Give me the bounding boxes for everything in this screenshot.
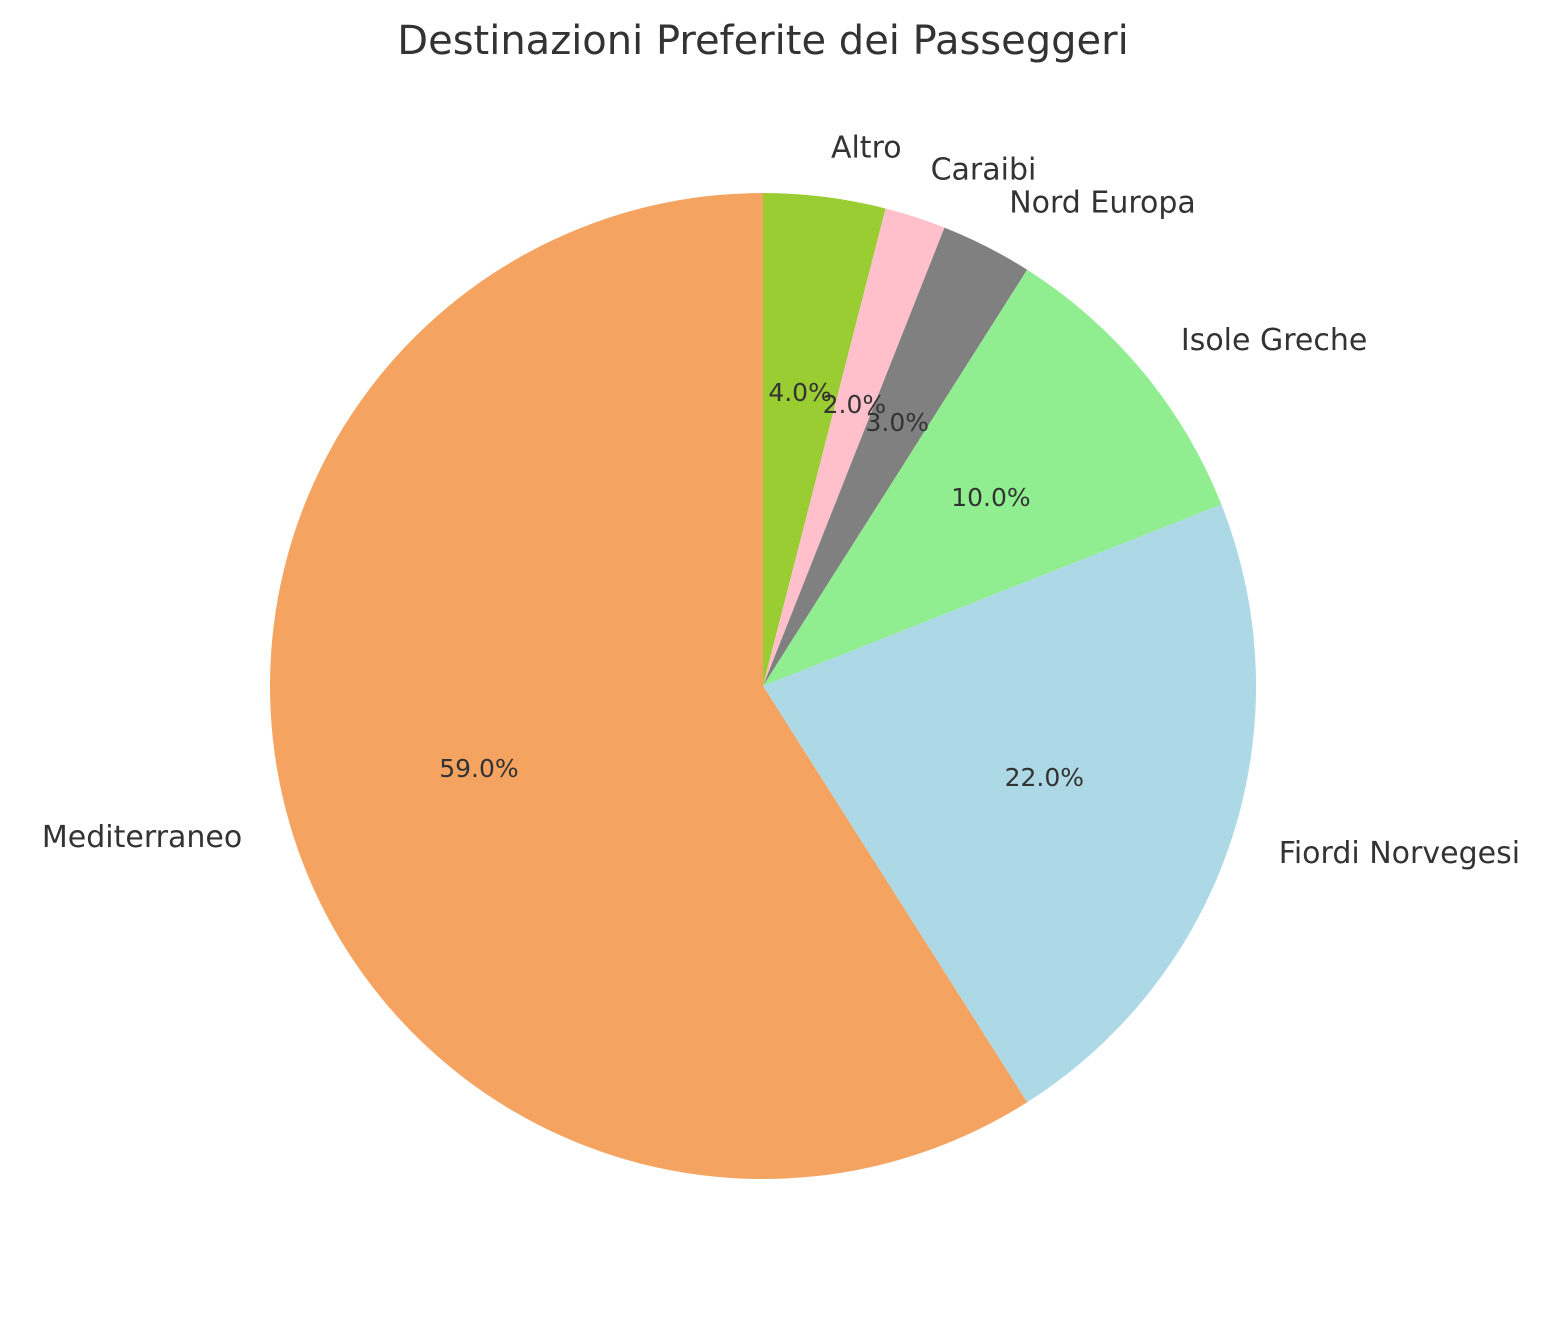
slice-pct-fiordi-norvegesi: 22.0% (1005, 763, 1084, 792)
slice-label-fiordi-norvegesi: Fiordi Norvegesi (1279, 836, 1520, 871)
slice-label-altro: Altro (831, 130, 902, 165)
pie-slice-fiordi-norvegesi (763, 504, 1256, 1103)
pie-slice-nord-europa (763, 227, 1028, 687)
slice-pct-isole-greche: 10.0% (951, 483, 1030, 512)
pie-slice-altro (763, 193, 886, 686)
pie-labels: Altro 4.0% Caraibi 2.0% Nord Europa 3.0% Isole… (42, 130, 1520, 871)
slice-label-isole-greche: Isole Greche (1181, 323, 1368, 358)
slice-pct-caraibi: 2.0% (823, 390, 887, 419)
pie-slice-isole-greche (763, 269, 1222, 686)
chart-title: Destinazioni Preferite dei Passeggeri (397, 18, 1128, 64)
slice-pct-altro: 4.0% (768, 378, 832, 407)
slice-label-nord-europa: Nord Europa (1009, 185, 1196, 220)
slice-pct-nord-europa: 3.0% (866, 408, 930, 437)
pie-slice-mediterraneo (269, 193, 1028, 1179)
slice-label-caraibi: Caraibi (931, 153, 1037, 188)
pie-slices (269, 193, 1256, 1179)
pie-slice-caraibi (763, 208, 945, 686)
slice-label-mediterraneo: Mediterraneo (42, 820, 242, 855)
slice-pct-mediterraneo: 59.0% (439, 754, 518, 783)
